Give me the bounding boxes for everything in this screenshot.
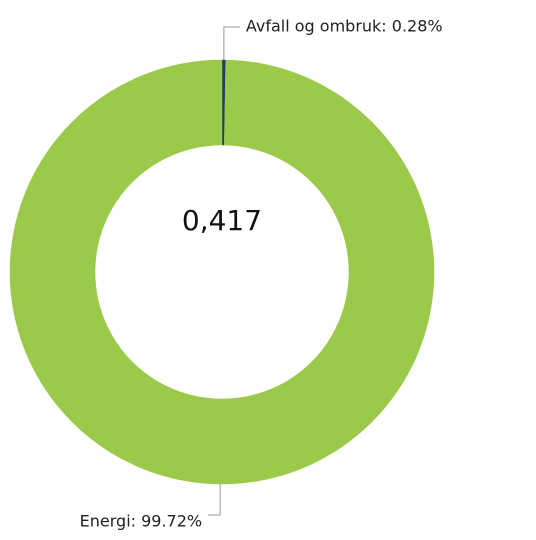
slice-label: Avfall og ombruk: 0.28% [246,17,443,36]
leader-line [208,483,221,516]
slice [9,59,435,485]
slice-label: Energi: 99.72% [80,512,202,531]
center-label: 0,417 [182,204,262,237]
leader-line [223,26,240,61]
